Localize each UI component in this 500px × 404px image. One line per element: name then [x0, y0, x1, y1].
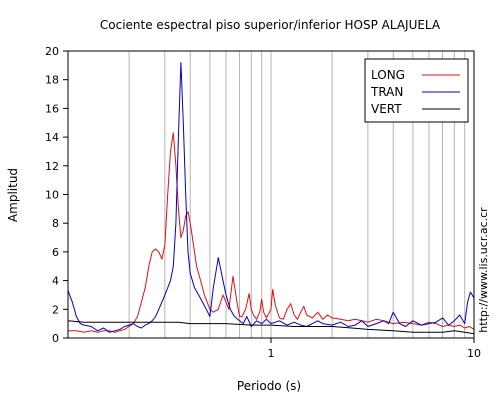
grid-layer	[128, 51, 466, 338]
y-tick-label: 16	[45, 102, 59, 115]
y-tick-label: 8	[52, 217, 59, 230]
legend-box	[364, 58, 469, 123]
y-tick-label: 4	[52, 275, 59, 288]
y-tick-label: 14	[45, 131, 59, 144]
y-tick-label: 6	[52, 246, 59, 259]
y-tick-label: 10	[45, 189, 59, 202]
legend: LONG TRAN VERT	[364, 58, 469, 123]
series-line-tran	[67, 62, 475, 333]
y-axis-label: Amplitud	[6, 168, 20, 222]
y-tick-label: 0	[52, 332, 59, 345]
chart-title: Cociente espectral piso superior/inferio…	[100, 18, 441, 32]
legend-label-tran: TRAN	[370, 85, 403, 99]
x-tick-label: 10	[467, 347, 481, 360]
legend-label-vert: VERT	[371, 102, 402, 116]
legend-label-long: LONG	[371, 68, 405, 82]
y-tick-label: 18	[45, 74, 59, 87]
axis-layer: 0 2 4 6 8 10 12 14 16 18 20 1 10	[45, 45, 481, 360]
y-tick-label: 2	[52, 303, 59, 316]
x-axis-label: Periodo (s)	[237, 379, 301, 393]
side-url-label: http://www.lis.ucr.ac.cr	[477, 207, 490, 333]
y-tick-label: 20	[45, 45, 59, 58]
series-layer	[67, 62, 475, 335]
series-line-vert	[67, 320, 475, 335]
series-line-long	[68, 132, 475, 333]
y-tick-label: 12	[45, 160, 59, 173]
x-tick-label: 1	[268, 347, 275, 360]
